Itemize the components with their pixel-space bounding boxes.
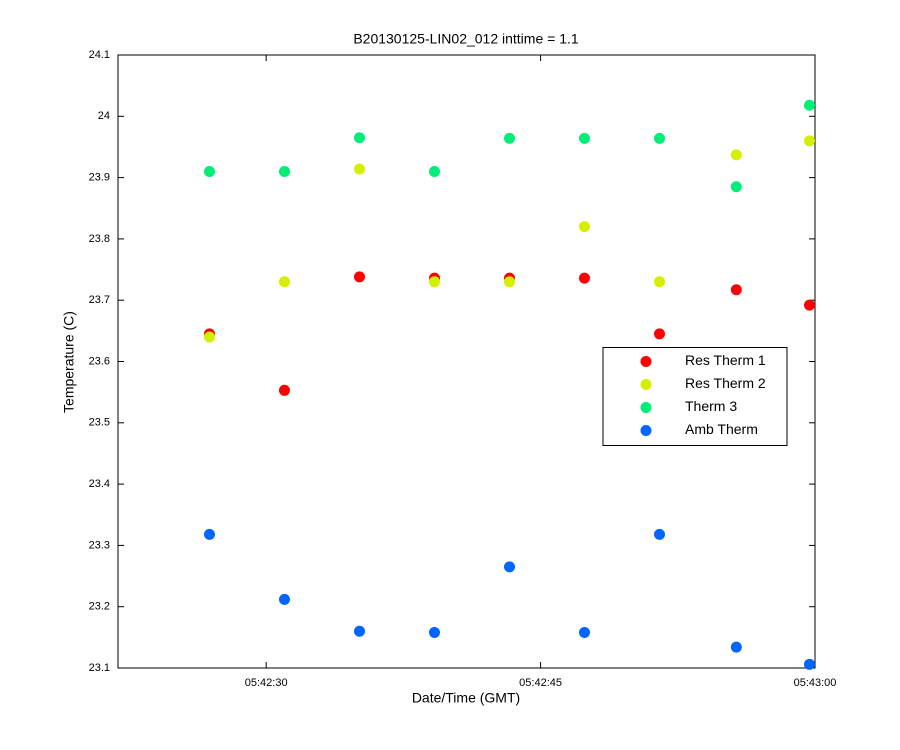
point — [503, 276, 515, 288]
point — [578, 132, 590, 144]
x-tick-label: 05:42:30 — [245, 677, 288, 689]
point — [654, 328, 666, 340]
point — [353, 625, 365, 637]
point — [578, 272, 590, 284]
point — [278, 165, 290, 177]
y-tick-label: 23.8 — [89, 233, 110, 245]
y-axis-label: Temperature (C) — [61, 311, 77, 413]
point — [428, 626, 440, 638]
point — [278, 593, 290, 605]
x-tick-label: 05:43:00 — [794, 677, 837, 689]
legend-marker — [640, 356, 652, 367]
y-tick-label: 24 — [98, 110, 110, 122]
point — [804, 658, 816, 670]
y-tick-label: 23.4 — [89, 478, 110, 490]
y-tick-label: 23.2 — [89, 601, 110, 613]
legend-box — [602, 347, 788, 446]
legend-label: Therm 3 — [685, 398, 737, 414]
legend-marker — [640, 402, 652, 413]
point — [203, 528, 215, 540]
legend-marker — [640, 379, 652, 390]
point — [353, 271, 365, 283]
y-tick-label: 23.7 — [89, 294, 110, 306]
chart-title: B20130125-LIN02_012 inttime = 1.1 — [353, 31, 579, 47]
point — [578, 626, 590, 638]
point — [428, 276, 440, 288]
point — [203, 331, 215, 343]
y-tick-label: 23.1 — [89, 662, 110, 674]
point — [804, 99, 816, 111]
point — [730, 641, 742, 653]
point — [654, 276, 666, 288]
point — [428, 165, 440, 177]
point — [730, 181, 742, 193]
y-tick-label: 23.3 — [89, 539, 110, 551]
point — [503, 561, 515, 573]
point — [654, 528, 666, 540]
y-tick-label: 24.1 — [89, 49, 110, 61]
point — [353, 132, 365, 144]
point — [804, 299, 816, 311]
point — [730, 149, 742, 161]
point — [353, 163, 365, 175]
legend-marker — [640, 425, 652, 436]
y-tick-label: 23.9 — [89, 172, 110, 184]
point — [654, 132, 666, 144]
y-tick-label: 23.5 — [89, 417, 110, 429]
point — [203, 165, 215, 177]
point — [503, 132, 515, 144]
x-axis-label: Date/Time (GMT) — [412, 690, 520, 706]
point — [278, 384, 290, 396]
point — [278, 276, 290, 288]
legend-label: Res Therm 1 — [685, 352, 766, 368]
point — [578, 221, 590, 233]
point — [804, 135, 816, 147]
y-tick-label: 23.6 — [89, 355, 110, 367]
x-tick-label: 05:42:45 — [519, 677, 562, 689]
legend-label: Res Therm 2 — [685, 375, 766, 391]
legend-label: Amb Therm — [685, 421, 758, 437]
point — [730, 284, 742, 296]
